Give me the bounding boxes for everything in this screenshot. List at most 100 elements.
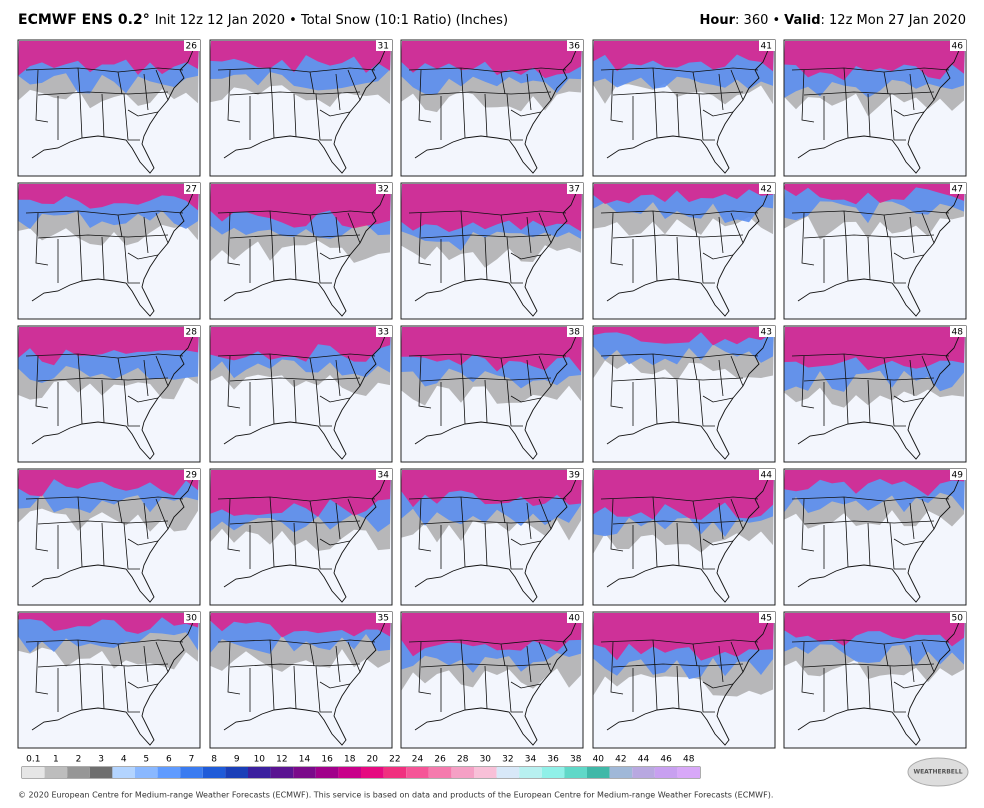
snow-heavy	[401, 327, 582, 373]
coastline	[606, 333, 770, 460]
state-borders	[791, 67, 950, 141]
colorbar-swatch	[609, 767, 633, 778]
state-borders	[25, 67, 184, 141]
coastline	[797, 619, 961, 746]
map-frame	[592, 611, 776, 749]
coastline	[414, 190, 578, 317]
map-frame	[209, 468, 393, 606]
colorbar-swatch	[157, 767, 181, 778]
colorbar-swatch	[564, 767, 587, 778]
state-borders	[791, 210, 950, 284]
colorbar-swatch	[541, 767, 565, 778]
colorbar-swatch	[135, 767, 158, 778]
coastline	[414, 333, 578, 460]
colorbar-label: 20	[367, 755, 379, 765]
map-frame	[783, 182, 967, 320]
map-frame	[400, 182, 584, 320]
map-frame	[400, 611, 584, 749]
colorbar-label: 4	[121, 755, 127, 765]
snow-heavy	[210, 184, 391, 229]
colorbar-label: 42	[615, 755, 626, 765]
colorbar-swatch	[406, 767, 429, 778]
member-label: 47	[952, 185, 963, 195]
colorbar-label: 30	[480, 755, 492, 765]
member-box	[376, 612, 392, 623]
member-label: 34	[378, 471, 390, 481]
colorbar-swatch	[474, 767, 497, 778]
member-box	[759, 183, 775, 194]
colorbar-label: 44	[638, 755, 650, 765]
snow-heavy	[401, 41, 582, 79]
colorbar-swatch	[315, 767, 339, 778]
map-panel: 26	[17, 39, 201, 177]
member-box	[376, 183, 392, 194]
coastline	[414, 619, 578, 746]
map-frame	[592, 325, 776, 463]
colorbar-label: 0.1	[26, 755, 40, 765]
header-right: Hour: 360 • Valid: 12z Mon 27 Jan 2020	[700, 13, 966, 28]
map-frame	[209, 611, 393, 749]
snow-heavy	[18, 41, 199, 76]
valid-text: : 12z Mon 27 Jan 2020	[821, 13, 966, 28]
colorbar-swatch	[677, 767, 700, 778]
coastline	[31, 190, 195, 317]
state-borders	[25, 496, 184, 570]
member-box	[567, 40, 583, 51]
map-frame	[400, 325, 584, 463]
member-label: 32	[378, 185, 389, 195]
snow-heavy	[593, 470, 774, 520]
member-box	[759, 469, 775, 480]
state-borders	[25, 210, 184, 284]
map-panel: 35	[209, 611, 393, 749]
colorbar-swatch	[338, 767, 361, 778]
map-panel: 44	[592, 468, 776, 606]
colorbar-label: 32	[502, 755, 513, 765]
map-panel: 38	[400, 325, 584, 463]
map-frame	[209, 325, 393, 463]
colorbar-label: 9	[234, 755, 240, 765]
state-borders	[600, 496, 759, 570]
member-label: 45	[761, 614, 772, 624]
snow-heavy	[593, 184, 774, 205]
coastline	[606, 47, 770, 174]
member-box	[950, 40, 966, 51]
coastline	[31, 619, 195, 746]
state-borders	[217, 639, 376, 713]
coastline	[797, 476, 961, 603]
member-box	[184, 612, 200, 623]
member-box	[759, 40, 775, 51]
colorbar-label: 7	[189, 755, 195, 765]
colorbar-label: 16	[321, 755, 333, 765]
map-panel: 27	[17, 182, 201, 320]
member-label: 43	[761, 328, 772, 338]
snow-heavy	[784, 327, 965, 371]
snow-heavy	[784, 470, 965, 497]
member-box	[376, 469, 392, 480]
coastline	[797, 333, 961, 460]
state-borders	[791, 496, 950, 570]
colorbar-label: 26	[434, 755, 446, 765]
title: ECMWF ENS 0.2°	[18, 12, 150, 28]
colorbar-label: 48	[683, 755, 695, 765]
member-box	[950, 183, 966, 194]
snow-heavy	[593, 41, 774, 72]
member-box	[567, 612, 583, 623]
snow-heavy	[784, 613, 965, 647]
state-borders	[408, 639, 567, 713]
map-frame	[209, 39, 393, 177]
colorbar-label: 3	[98, 755, 104, 765]
colorbar-label: 40	[593, 755, 605, 765]
state-borders	[25, 639, 184, 713]
coastline	[31, 47, 195, 174]
colorbar-swatch	[383, 767, 407, 778]
map-panel: 33	[209, 325, 393, 463]
colorbar-swatch	[202, 767, 226, 778]
snow-heavy	[210, 41, 391, 73]
colorbar-swatch	[293, 767, 316, 778]
state-borders	[217, 496, 376, 570]
map-frame	[17, 611, 201, 749]
map-frame	[17, 39, 201, 177]
colorbar-swatch	[248, 767, 271, 778]
colorbar-swatch	[225, 767, 248, 778]
